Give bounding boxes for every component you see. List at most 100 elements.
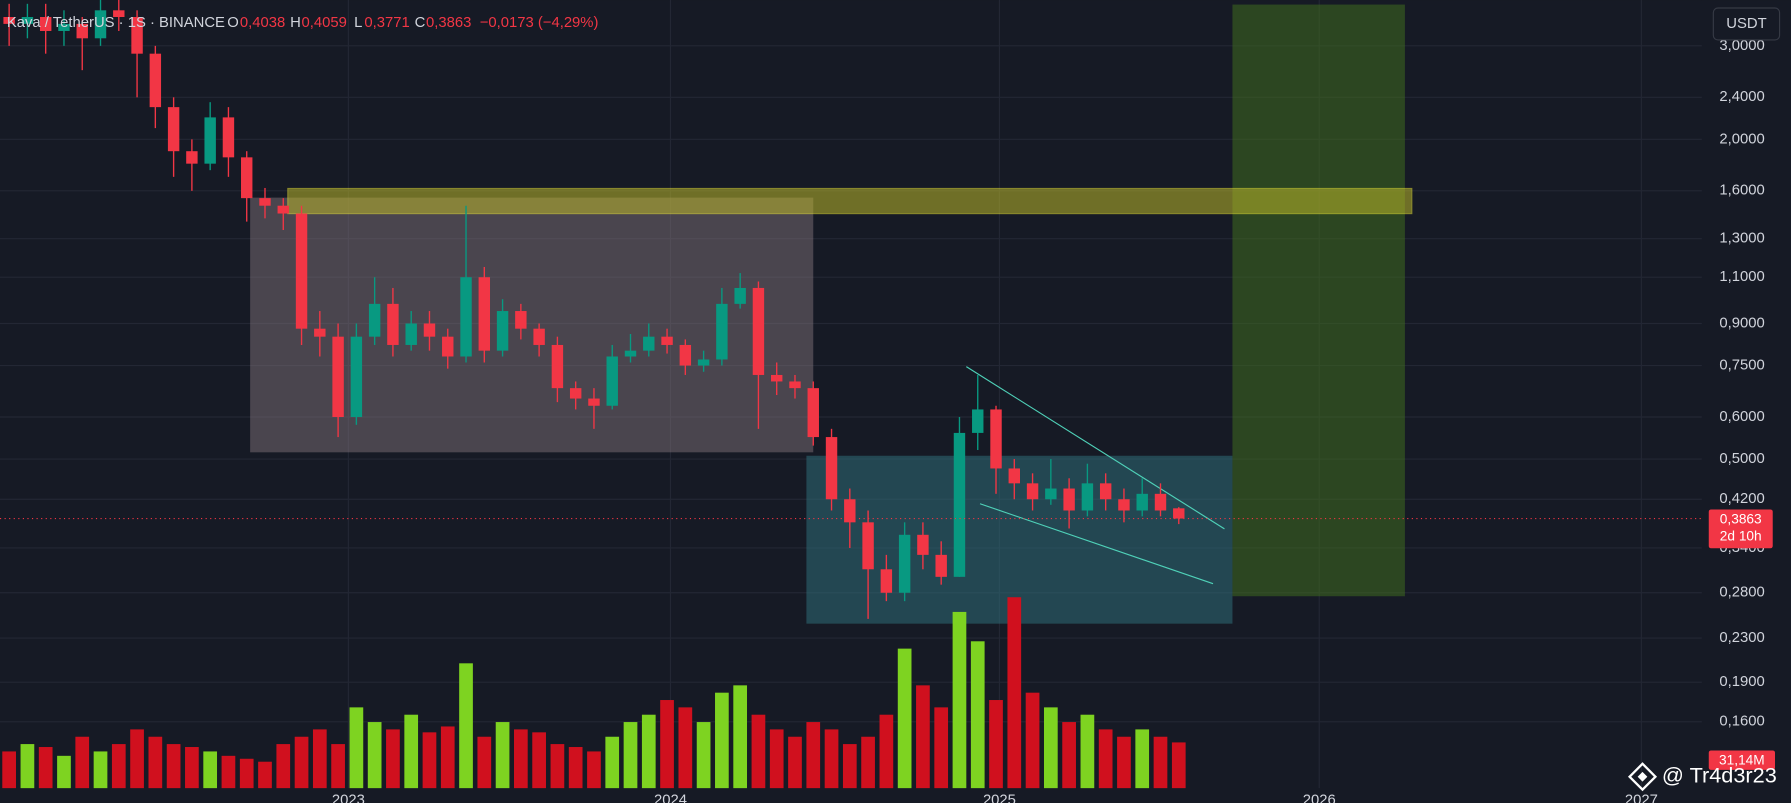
x-tick-label: 2025 [983, 793, 1016, 803]
currency-button[interactable] [1712, 7, 1781, 41]
candle-body [789, 381, 801, 389]
symbol: Kava / TetherUS · 1S · BINANCE [7, 15, 225, 31]
volume-bar [861, 736, 875, 789]
ohlc-key: H [290, 15, 301, 31]
y-tick-label: 1,1000 [1719, 269, 1764, 285]
candle-body [423, 323, 436, 337]
volume-bar [185, 747, 199, 789]
y-tick-label: 3,0000 [1719, 38, 1764, 54]
candle-body [569, 388, 582, 399]
volume-bar [258, 761, 272, 789]
volume-bar [312, 729, 327, 789]
currency-button-label[interactable]: USDT [1726, 16, 1766, 32]
x-tick-label: 2023 [332, 793, 365, 803]
volume-bar [422, 732, 437, 789]
candle-body [935, 554, 947, 577]
volume-bar [1043, 707, 1058, 789]
price-axis [1701, 0, 1791, 803]
volume-bar [751, 714, 766, 789]
y-tick-label: 2,4000 [1719, 89, 1764, 105]
candle-body [1099, 483, 1112, 500]
price-tag-price: 0,3863 [1720, 511, 1762, 526]
candle-body [533, 328, 545, 345]
volume-bar [678, 707, 693, 789]
ohlc-value: 0,4059 [302, 15, 347, 31]
volume-bar [1062, 722, 1076, 789]
volume-bar [75, 736, 90, 789]
volume-bar [788, 736, 802, 789]
volume-bar [605, 736, 620, 789]
y-tick-label: 1,3000 [1719, 231, 1764, 247]
candle-body [825, 437, 838, 500]
volume-bar [1098, 729, 1113, 789]
candle-body [241, 157, 253, 199]
volume-bar [532, 732, 546, 789]
volume-bar [623, 722, 638, 789]
volume-tag [1708, 750, 1776, 770]
volume-bar [824, 729, 839, 789]
candle-body [350, 336, 363, 418]
volume-bar [459, 663, 473, 789]
volume-bar [879, 714, 894, 789]
candle-body [167, 107, 180, 152]
candle-body [752, 287, 765, 375]
candle-body [496, 311, 509, 351]
y-tick-label: 0,9000 [1719, 315, 1764, 331]
candle-body [1008, 468, 1021, 484]
candle-body [3, 17, 15, 24]
candle-body [716, 303, 728, 360]
candle-body [149, 53, 162, 108]
candle-body [898, 534, 911, 593]
volume-bar [916, 685, 930, 789]
volume-bar [367, 722, 382, 789]
candle-body [880, 569, 893, 593]
candle-body [661, 336, 673, 345]
candle-body [259, 198, 271, 206]
candle-body [515, 311, 527, 329]
candle-body [222, 117, 235, 158]
volume-bar [587, 751, 601, 789]
volume-bar [1080, 714, 1095, 789]
candle-body [460, 277, 472, 357]
volume-bar [386, 729, 400, 789]
candle-body [295, 213, 308, 329]
candle-body [1081, 483, 1094, 511]
candle-body [368, 303, 381, 337]
volume-bar [550, 744, 565, 789]
y-tick-label: 0,7500 [1719, 357, 1764, 373]
candle-body [442, 336, 454, 357]
candle-body [734, 287, 746, 304]
candle-body [1063, 488, 1075, 511]
volume-bar [696, 722, 711, 789]
candle-body [1045, 488, 1057, 500]
candle-body [1173, 508, 1185, 519]
candle-body [113, 10, 125, 18]
ohlc-value: 0,3863 [426, 15, 471, 31]
ohlc-value: 0,3771 [364, 15, 409, 31]
volume-bar [970, 641, 985, 789]
candle-body [1118, 499, 1130, 511]
candle-body [21, 17, 34, 24]
volume-bar [239, 758, 254, 789]
trend-line [979, 503, 1214, 585]
candle-body [478, 277, 491, 351]
support-box [806, 455, 1233, 624]
volume-bar [806, 722, 821, 789]
candle-body [58, 23, 70, 31]
volume-bar [93, 751, 108, 789]
candle-body [277, 205, 289, 214]
candle-body [862, 522, 874, 570]
target-box [1232, 4, 1405, 597]
y-tick-label: 2,0000 [1719, 131, 1764, 147]
axis-labels: 3,0000 2,4000 2,0000 1,6000 1,3000 1,1000 0,90… [332, 38, 1765, 803]
candle-body [643, 336, 655, 351]
volume-bar [897, 648, 912, 789]
ohlc-value: 0,4038 [240, 15, 285, 31]
candle-body [186, 151, 198, 164]
volume-bar [1025, 692, 1040, 789]
candle-body [770, 374, 783, 382]
candle-body [917, 534, 929, 555]
volume-bar [989, 700, 1003, 789]
